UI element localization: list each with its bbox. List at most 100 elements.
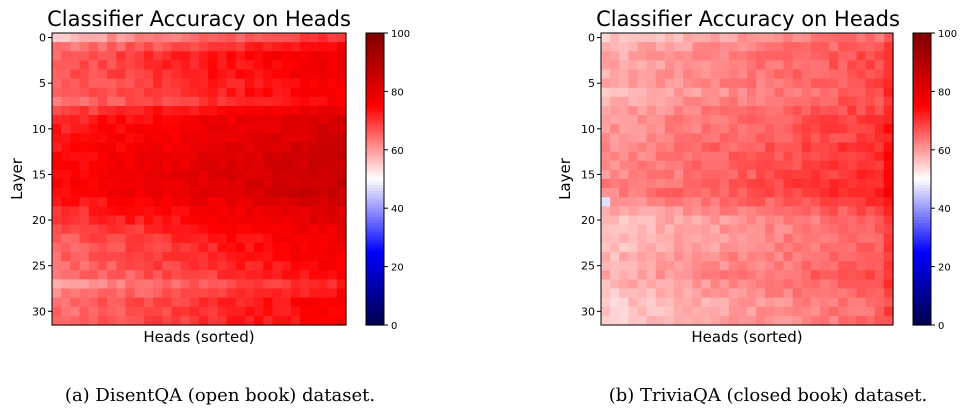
heatmap-cell bbox=[171, 60, 182, 71]
heatmap-cell bbox=[637, 288, 648, 299]
heatmap-cell bbox=[856, 124, 867, 134]
colorbar-segment bbox=[913, 53, 931, 57]
heatmap-cell bbox=[125, 288, 136, 299]
heatmap-cell bbox=[737, 133, 748, 144]
heatmap-cell bbox=[646, 106, 657, 116]
heatmap-cell bbox=[244, 288, 255, 299]
heatmap-cell bbox=[254, 124, 264, 134]
heatmap-cell bbox=[327, 188, 338, 198]
heatmap-cell bbox=[226, 233, 237, 244]
heatmap-cell bbox=[180, 233, 191, 244]
heatmap-cell bbox=[847, 115, 858, 125]
heatmap-cell bbox=[883, 169, 894, 180]
colorbar-tick-label: 80 bbox=[391, 87, 404, 98]
heatmap-cell bbox=[856, 224, 867, 235]
heatmap-cell bbox=[180, 288, 191, 299]
heatmap-cell bbox=[226, 197, 237, 207]
heatmap-cell bbox=[874, 78, 885, 89]
heatmap-cell bbox=[674, 252, 684, 262]
heatmap-cell bbox=[162, 233, 173, 244]
heatmap-cell bbox=[792, 124, 803, 134]
heatmap-cell bbox=[747, 252, 757, 262]
heatmap-cell bbox=[199, 115, 209, 125]
heatmap-cell bbox=[189, 306, 200, 317]
heatmap-cell bbox=[254, 142, 264, 153]
heatmap-cell bbox=[737, 188, 748, 198]
heatmap-cell bbox=[263, 197, 274, 207]
heatmap-cell bbox=[701, 279, 712, 290]
heatmap-cell bbox=[208, 96, 218, 107]
heatmap-cell bbox=[97, 224, 108, 235]
heatmap-cell bbox=[327, 96, 338, 107]
heatmap-cell bbox=[701, 179, 712, 189]
plot-frame-a bbox=[51, 32, 347, 326]
heatmap-cell bbox=[263, 115, 274, 125]
heatmap-cell bbox=[318, 142, 329, 153]
heatmap-cell bbox=[829, 69, 839, 80]
y-tick-label: 5 bbox=[39, 77, 46, 90]
heatmap-cell bbox=[664, 69, 675, 80]
heatmap-cell bbox=[79, 60, 90, 71]
heatmap-cell bbox=[327, 151, 338, 162]
heatmap-cell bbox=[747, 197, 757, 207]
colorbar-segment bbox=[366, 123, 384, 128]
heatmap-cell bbox=[318, 261, 329, 271]
heatmap-cell bbox=[728, 279, 739, 290]
heatmap-cell bbox=[610, 42, 620, 52]
heatmap-cell bbox=[610, 197, 620, 207]
heatmap-cell bbox=[747, 242, 757, 253]
heatmap-cell bbox=[801, 270, 812, 280]
heatmap-cell bbox=[737, 242, 748, 253]
heatmap-cell bbox=[756, 188, 766, 198]
heatmap-cell bbox=[646, 51, 657, 61]
heatmap-cell bbox=[336, 188, 347, 198]
heatmap-cell bbox=[783, 242, 794, 253]
heatmap-cell bbox=[674, 206, 684, 217]
heatmap-cell bbox=[719, 169, 730, 180]
heatmap-cell bbox=[655, 106, 666, 116]
heatmap-cell bbox=[171, 115, 182, 125]
heatmap-cell bbox=[719, 315, 730, 326]
heatmap-cell bbox=[655, 279, 666, 290]
heatmap-cell bbox=[116, 224, 127, 235]
heatmap-cell bbox=[646, 261, 657, 271]
colorbar-segment bbox=[913, 100, 931, 104]
heatmap-cell bbox=[601, 270, 611, 280]
heatmap-cell bbox=[756, 124, 766, 134]
colorbar-segment bbox=[913, 164, 931, 168]
heatmap-cell bbox=[619, 315, 629, 326]
heatmap-cell bbox=[180, 215, 191, 226]
heatmap-cell bbox=[208, 179, 218, 189]
heatmap-cell bbox=[235, 279, 246, 290]
heatmap-cell bbox=[664, 124, 675, 134]
heatmap-cell bbox=[290, 197, 301, 207]
heatmap-cell bbox=[281, 306, 292, 317]
heatmap-cell bbox=[664, 288, 675, 299]
heatmap-cell bbox=[683, 160, 693, 171]
heatmap-cell bbox=[153, 179, 163, 189]
heatmap-cell bbox=[125, 87, 136, 98]
heatmap-cell bbox=[199, 142, 209, 153]
heatmap-cell bbox=[820, 233, 830, 244]
heatmap-cell bbox=[865, 133, 876, 144]
heatmap-cell bbox=[97, 106, 108, 116]
heatmap-cell bbox=[226, 169, 237, 180]
chart-title-a: Classifier Accuracy on Heads bbox=[47, 7, 351, 31]
heatmap-cell bbox=[327, 60, 338, 71]
colorbar-segment bbox=[913, 214, 931, 218]
heatmap-cell bbox=[701, 106, 712, 116]
heatmap-cell bbox=[281, 69, 292, 80]
heatmap-cell bbox=[143, 215, 154, 226]
heatmap-cell bbox=[88, 306, 99, 317]
heatmap-cell bbox=[737, 215, 748, 226]
heatmap-cell bbox=[107, 252, 117, 262]
heatmap-cell bbox=[143, 233, 154, 244]
heatmap-cell bbox=[655, 60, 666, 71]
heatmap-cell bbox=[856, 69, 867, 80]
heatmap-cell bbox=[107, 261, 117, 271]
heatmap-cell bbox=[70, 96, 81, 107]
heatmap-cell bbox=[701, 51, 712, 61]
heatmap-cell bbox=[189, 78, 200, 89]
heatmap-cell bbox=[79, 51, 90, 61]
heatmap-cell bbox=[683, 33, 693, 43]
